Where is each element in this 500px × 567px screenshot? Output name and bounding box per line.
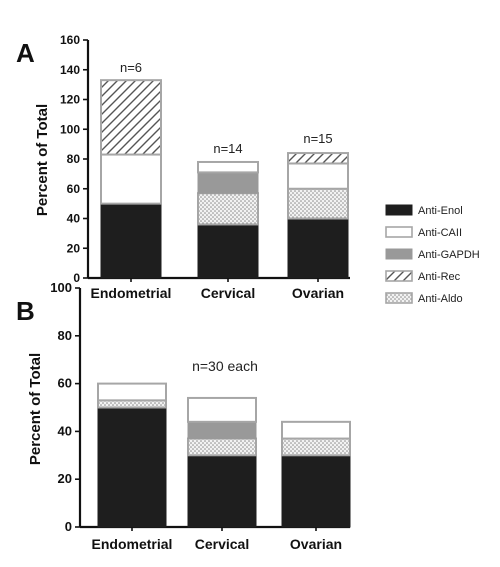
legend-swatch-anti-enol [385, 204, 413, 216]
annotation-n-each: n=30 each [192, 358, 258, 374]
y-tick-label-a: 100 [60, 122, 80, 136]
y-tick-label-b: 40 [58, 423, 72, 438]
bar-a-ovarian-anti-caii [287, 162, 349, 190]
bar-b-endometrial-anti-caii [97, 382, 167, 402]
x-tick-label-b-ovarian: Ovarian [290, 536, 342, 552]
y-tick-label-b: 60 [58, 376, 72, 391]
y-tick-label-a: 60 [67, 182, 81, 196]
legend-label-anti-aldo: Anti-Aldo [418, 293, 463, 305]
bar-a-ovarian-anti-rec [287, 152, 349, 165]
x-tick-label-a-endometrial: Endometrial [91, 285, 172, 301]
bar-a-endometrial-anti-enol [100, 203, 162, 279]
y-tick-label-b: 0 [65, 519, 72, 534]
annotation-n-ovarian: n=15 [303, 131, 332, 146]
y-tick-label-b: 100 [50, 280, 72, 295]
bar-a-endometrial-anti-caii [100, 153, 162, 205]
bar-b-cervical-anti-aldo [187, 437, 257, 457]
y-tick-label-a: 0 [73, 271, 80, 285]
legend-swatch-anti-gapdh [385, 248, 413, 260]
annotation-n-cervical: n=14 [213, 141, 242, 156]
y-tick-label-a: 120 [60, 93, 80, 107]
bar-a-cervical-anti-gapdh [197, 171, 259, 194]
bar-b-ovarian-anti-aldo [281, 437, 351, 457]
plot-area-b: 0 20 40 60 80 100 Endometrial Cervical Ovarian [50, 280, 351, 552]
annotation-n-endometrial: n=6 [120, 60, 142, 75]
y-tick-label-b: 20 [58, 471, 72, 486]
y-tick-label-a: 80 [67, 152, 81, 166]
x-tick-label-b-cervical: Cervical [195, 536, 249, 552]
bar-b-ovarian-anti-caii [281, 420, 351, 440]
bar-a-cervical-anti-caii [197, 160, 259, 174]
legend-swatch-anti-caii [385, 226, 413, 238]
y-axis-label-b: Percent of Total [27, 353, 44, 465]
bar-b-cervical-anti-caii [187, 396, 257, 423]
bar-b-endometrial-anti-enol [97, 407, 167, 528]
bar-a-endometrial-anti-rec [100, 79, 162, 156]
legend-label-anti-gapdh: Anti-GAPDH [418, 249, 480, 261]
x-tick-label-a-cervical: Cervical [201, 285, 255, 301]
panel-letter-b: B [16, 296, 35, 326]
bar-a-cervical-anti-enol [197, 223, 259, 279]
y-axis-label-a: Percent of Total [34, 104, 51, 216]
panel-a: A Percent of Total 0 20 40 60 80 100 120 140 160… [16, 33, 350, 301]
y-tick-label-a: 40 [67, 212, 81, 226]
bar-b-cervical-anti-enol [187, 454, 257, 528]
x-tick-label-b-endometrial: Endometrial [92, 536, 173, 552]
legend-label-anti-caii: Anti-CAII [418, 227, 462, 239]
panel-letter-a: A [16, 38, 35, 68]
y-tick-label-b: 80 [58, 328, 72, 343]
bar-b-endometrial-anti-aldo [97, 399, 167, 409]
bar-b-cervical-anti-gapdh [187, 421, 257, 440]
legend-swatch-anti-aldo [385, 292, 413, 304]
legend-label-anti-rec: Anti-Rec [418, 271, 461, 283]
y-tick-label-a: 20 [67, 241, 81, 255]
legend-label-anti-enol: Anti-Enol [418, 205, 463, 217]
bar-a-ovarian-anti-enol [287, 218, 349, 279]
annotations-a: n=6 n=14 n=15 [120, 60, 333, 156]
legend-swatch-anti-rec [385, 270, 413, 282]
x-tick-label-a-ovarian: Ovarian [292, 285, 344, 301]
bar-a-ovarian-anti-aldo [287, 187, 349, 220]
bar-b-ovarian-anti-enol [281, 454, 351, 528]
panel-b: B Percent of Total 0 20 40 60 80 100 Endometri… [16, 280, 351, 552]
y-tick-label-a: 140 [60, 63, 80, 77]
y-tick-label-a: 160 [60, 33, 80, 47]
legend: Anti-Enol Anti-CAII Anti-GAPDH Anti-Rec Anti… [385, 204, 480, 305]
plot-area-a: 0 20 40 60 80 100 120 140 160 Endometrial Cervical… [60, 33, 350, 301]
bar-a-cervical-anti-aldo [197, 192, 259, 226]
